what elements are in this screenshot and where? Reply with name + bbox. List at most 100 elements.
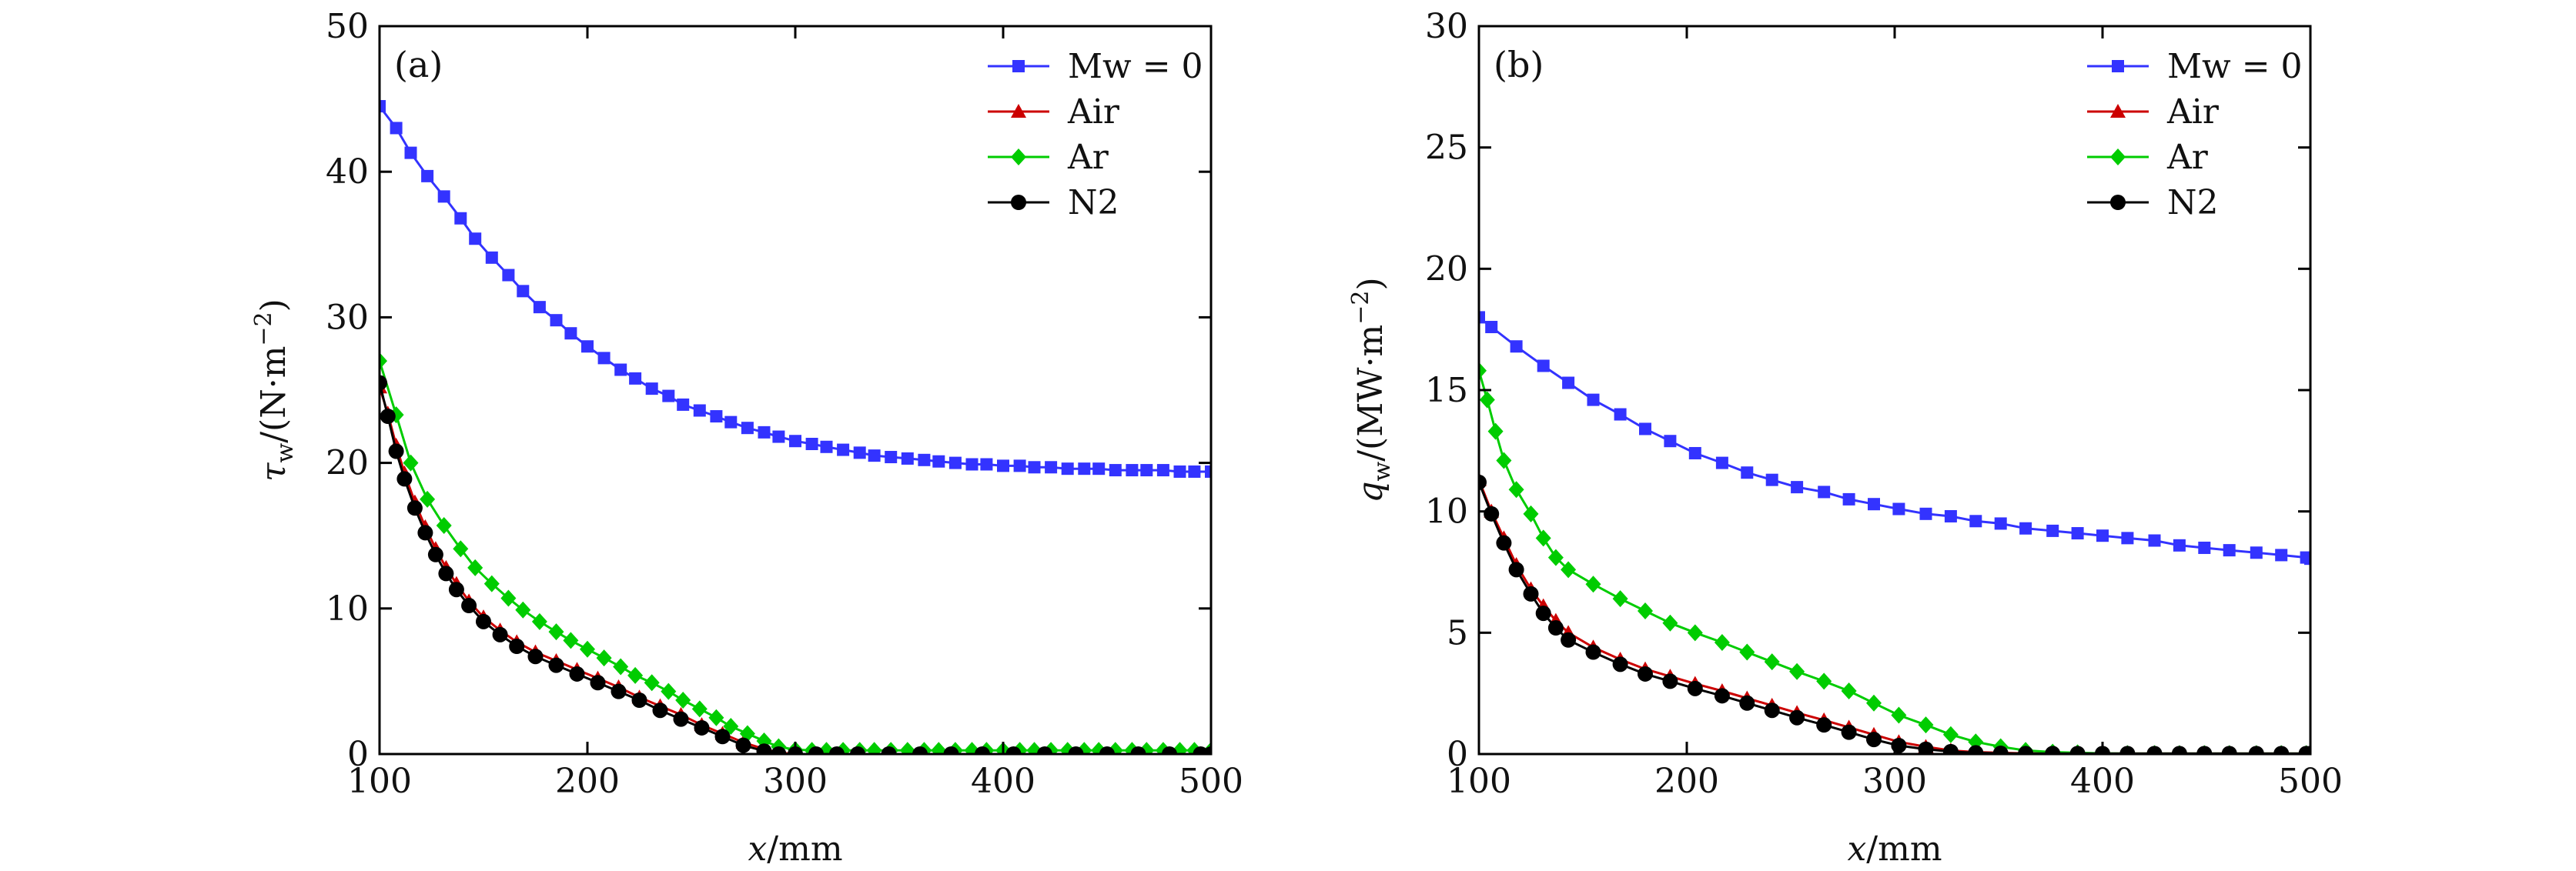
- panel-a-point-mw-0: [614, 363, 627, 376]
- panel-a-point-mw-0: [1013, 459, 1026, 472]
- panel-a-legend: Mw = 0 Air Ar N2: [988, 47, 1203, 222]
- panel-a-x-axis-title: x/mm: [748, 829, 842, 869]
- panel-a-y-tick-label: 20: [326, 444, 369, 483]
- panel-a-point-mw-0: [948, 456, 962, 469]
- panel-b-point-ar: [1866, 694, 1882, 712]
- panel-b-point-ar: [1687, 624, 1703, 642]
- panel-a-point-ar: [453, 540, 469, 558]
- panel-a-point-mw-0: [693, 404, 706, 417]
- panel-a-point-mw-0: [1173, 465, 1186, 478]
- panel-a-point-mw-0: [1140, 464, 1153, 477]
- panel-a-point-mw-0: [885, 451, 898, 464]
- panel-a-point-ar: [675, 691, 691, 709]
- panel-a-point-n2: [694, 719, 710, 736]
- panel-a-point-mw-0: [437, 190, 450, 203]
- panel-b-point-mw-0: [2019, 522, 2032, 535]
- panel-a-point-ar: [531, 612, 547, 630]
- panel-a-point-mw-0: [469, 232, 482, 245]
- panel-a-point-ar: [866, 742, 882, 754]
- panel-a-legend-marker-ar: [1011, 149, 1026, 165]
- panel-b-point-ar: [1496, 452, 1512, 469]
- panel-b-ticks: 100 200 300 400 500 0 5 10 15 20 25 30: [1425, 7, 2343, 801]
- panel-a-y-tick-label: 10: [326, 589, 369, 629]
- panel-b-point-mw-0: [1614, 408, 1627, 421]
- panel-b-y-tick-label: 5: [1447, 613, 1468, 652]
- panel-b-point-n2: [2146, 746, 2163, 754]
- panel-b-point-n2: [1891, 737, 1907, 753]
- panel-b-frame: [1477, 25, 2312, 756]
- panel-a-point-n2: [975, 746, 990, 754]
- panel-b-point-n2: [1992, 746, 2009, 754]
- panel-a-point-mw-0: [645, 382, 658, 395]
- panel-b-point-mw-0: [1715, 456, 1728, 469]
- panel-b-point-n2: [2018, 746, 2034, 754]
- panel-b-legend-marker-air: [2110, 104, 2126, 118]
- panel-b-point-ar: [1487, 422, 1504, 440]
- panel-b-point-n2: [1638, 666, 1653, 682]
- panel-a-x-tick-label: 400: [971, 762, 1035, 801]
- panel-a-point-mw-0: [868, 449, 881, 462]
- panel-b-point-n2: [2119, 746, 2136, 754]
- panel-b-series-line-mw-0: [1479, 316, 2310, 560]
- panel-a-point-n2: [492, 626, 508, 642]
- panel-a-point-n2: [631, 692, 647, 708]
- panel-b-point-mw-0: [1994, 517, 2007, 530]
- panel-a-point-ar: [436, 516, 452, 534]
- panel-b-legend-label-air: Air: [2166, 92, 2220, 132]
- panel-a-point-mw-0: [789, 435, 801, 448]
- panel-b-point-ar: [1891, 706, 1907, 724]
- panel-b-point-ar: [1479, 391, 1495, 409]
- panel-b-point-mw-0: [1791, 481, 1804, 494]
- panel-b-point-ar: [1479, 362, 1487, 379]
- panel-a-point-ar: [899, 742, 915, 754]
- panel-a-point-ar: [515, 601, 531, 619]
- panel-a-point-n2: [1005, 746, 1022, 754]
- panel-a-point-ar: [644, 674, 660, 692]
- panel-a-point-n2: [881, 746, 897, 754]
- panel-a-legend-label-ar: Ar: [1067, 138, 1109, 177]
- panel-a-point-mw-0: [918, 453, 931, 466]
- panel-b-point-mw-0: [2275, 549, 2288, 562]
- panel-b-point-n2: [1612, 656, 1628, 672]
- panel-a-point-n2: [448, 582, 464, 598]
- panel-b-point-ar: [1561, 561, 1577, 579]
- panel-b-point-mw-0: [2071, 527, 2084, 540]
- panel-b-point-mw-0: [1510, 340, 1523, 353]
- panel-b-point-n2: [2248, 746, 2264, 754]
- panel-b-point-n2: [1479, 474, 1487, 490]
- panel-a-point-mw-0: [997, 459, 1009, 472]
- panel-a-x-tick-label: 300: [763, 762, 828, 801]
- panel-a-point-n2: [850, 746, 865, 754]
- panel-b-series: [1479, 311, 2310, 754]
- panel-b-point-n2: [1918, 741, 1934, 754]
- panel-a-y-tick-label: 0: [347, 735, 369, 774]
- panel-b-x-tick-label: 500: [2278, 762, 2343, 801]
- panel-b-point-n2: [1585, 644, 1601, 660]
- panel-a: 100 200 300 400 500 0 10 20 30 40 50 (a) Mw = 0 Air…: [250, 7, 1243, 869]
- panel-a-y-axis-title: τw/(N·m−2): [250, 299, 299, 482]
- panel-a-point-n2: [590, 675, 606, 691]
- panel-b-y-tick-label: 15: [1425, 371, 1468, 410]
- panel-b-point-n2: [1523, 586, 1539, 602]
- panel-b-point-n2: [1484, 506, 1500, 522]
- panel-b-legend: Mw = 0 Air Ar N2: [2087, 47, 2303, 222]
- panel-a-point-ar: [420, 490, 436, 508]
- panel-a-point-n2: [1203, 746, 1211, 754]
- panel-b-point-n2: [1764, 702, 1780, 719]
- panel-a-point-ar: [931, 742, 947, 754]
- panel-a-series-line-ar: [380, 360, 1211, 752]
- panel-a-point-n2: [396, 471, 413, 487]
- panel-b-point-ar: [1547, 549, 1564, 566]
- panel-b-point-mw-0: [1562, 376, 1575, 389]
- panel-a-point-n2: [509, 638, 525, 654]
- panel-b-point-mw-0: [2148, 534, 2161, 547]
- panel-b-point-n2: [1816, 717, 1832, 733]
- panel-a-point-mw-0: [932, 455, 945, 468]
- panel-a-legend-label-air: Air: [1067, 92, 1120, 132]
- panel-a-legend-marker-mw-0: [1012, 60, 1025, 72]
- panel-a-point-mw-0: [1156, 464, 1169, 477]
- panel-a-point-mw-0: [421, 169, 434, 182]
- panel-a-point-mw-0: [965, 458, 979, 471]
- panel-a-y-tick-label: 50: [326, 7, 369, 46]
- panel-b-y-tick-label: 20: [1425, 249, 1468, 289]
